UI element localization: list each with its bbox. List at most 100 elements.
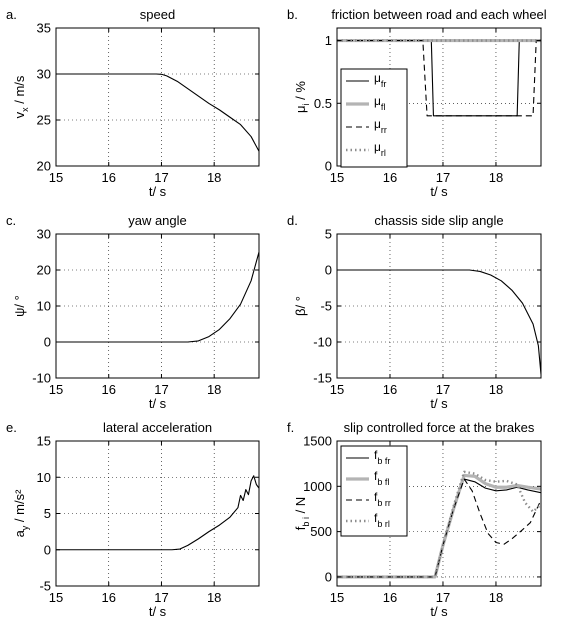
y-tick-label: 5 bbox=[325, 227, 332, 242]
x-axis-label: t/ s bbox=[149, 396, 167, 411]
x-tick-label: 16 bbox=[101, 590, 115, 605]
chart-title: yaw angle bbox=[128, 213, 187, 228]
x-tick-label: 18 bbox=[489, 590, 503, 605]
series-line-b-rl bbox=[337, 470, 541, 579]
x-tick-label: 16 bbox=[383, 170, 397, 185]
y-axis-label-rest: / m/s bbox=[12, 75, 27, 107]
legend-entry: μfr bbox=[374, 71, 386, 89]
x-tick-label: 17 bbox=[436, 382, 450, 397]
series-line-0 bbox=[56, 73, 259, 152]
y-axis-label-sub: b i bbox=[301, 517, 311, 527]
legend-entry-main: f bbox=[374, 490, 378, 504]
series-line-0 bbox=[56, 475, 259, 551]
y-tick-label: -10 bbox=[32, 371, 51, 386]
x-tick-label: 16 bbox=[383, 590, 397, 605]
panel-d: 15 16 17 18 -15 -10 -5 0 5 d. chassis side slip an… bbox=[287, 213, 542, 411]
y-tick-label: 5 bbox=[44, 506, 51, 521]
y-tick-label: 0 bbox=[325, 159, 332, 174]
x-tick-label: 18 bbox=[207, 382, 221, 397]
panel-letter: d. bbox=[287, 213, 298, 228]
y-axis-label-main: f bbox=[293, 526, 308, 530]
panel-letter: e. bbox=[6, 420, 17, 435]
panel-letter: c. bbox=[6, 213, 16, 228]
y-axis-label-main: β/ ° bbox=[293, 296, 308, 316]
y-axis-label-main: v bbox=[12, 111, 27, 118]
legend-entry: μfl bbox=[374, 94, 385, 112]
y-tick-label: 1 bbox=[325, 33, 332, 48]
legend-entry-main: f bbox=[374, 469, 378, 483]
x-tick-label: 17 bbox=[154, 170, 168, 185]
legend-entry-sub: b fl bbox=[377, 477, 389, 487]
y-axis-label: β/ ° bbox=[293, 296, 308, 316]
legend-entry-sub: b fr bbox=[377, 456, 390, 466]
x-tick-label: 15 bbox=[330, 590, 344, 605]
x-tick-label: 18 bbox=[207, 170, 221, 185]
legend-entry: fb fr bbox=[374, 448, 390, 466]
x-tick-label: 18 bbox=[207, 590, 221, 605]
y-tick-label: 15 bbox=[37, 434, 51, 449]
legend-entry-sub: b rr bbox=[377, 498, 391, 508]
y-tick-label: -5 bbox=[320, 299, 332, 314]
x-axis-label: t/ s bbox=[430, 184, 448, 199]
panel-letter: b. bbox=[287, 7, 298, 22]
legend-entry-sub: rl bbox=[381, 148, 386, 158]
y-axis-label: ay / m/s² bbox=[12, 489, 30, 538]
y-tick-label: 30 bbox=[37, 67, 51, 82]
legend-entry: fb rr bbox=[374, 490, 391, 508]
series-line-0 bbox=[337, 269, 541, 375]
y-tick-label: 10 bbox=[37, 299, 51, 314]
y-axis-label-rest: / m/s² bbox=[12, 489, 27, 526]
x-tick-label: 17 bbox=[154, 590, 168, 605]
y-axis-label-rest: / % bbox=[293, 81, 308, 104]
panel-letter: f. bbox=[287, 420, 294, 435]
y-tick-label: 1500 bbox=[303, 434, 332, 449]
x-tick-label: 15 bbox=[330, 382, 344, 397]
panel-a: 15 16 17 18 20 25 30 35 a. speed t/ s vx / m/s bbox=[6, 7, 260, 199]
x-tick-label: 18 bbox=[489, 382, 503, 397]
x-axis-label: t/ s bbox=[149, 184, 167, 199]
y-tick-label: 30 bbox=[37, 227, 51, 242]
legend-box bbox=[340, 68, 408, 168]
x-axis-label: t/ s bbox=[430, 604, 448, 619]
y-tick-label: 0 bbox=[325, 263, 332, 278]
panel-f: 15 16 17 18 0 500 1000 1500 f. slip controlled fo… bbox=[287, 420, 542, 619]
x-tick-label: 16 bbox=[383, 382, 397, 397]
plot-frame bbox=[336, 233, 542, 379]
x-tick-label: 17 bbox=[436, 590, 450, 605]
chart-title: lateral acceleration bbox=[103, 420, 212, 435]
x-tick-label: 15 bbox=[49, 382, 63, 397]
y-axis-label-rest: / N bbox=[293, 497, 308, 517]
y-tick-label: 0 bbox=[44, 335, 51, 350]
panel-c: 15 16 17 18 -10 0 10 20 30 c. yaw angle t/ s ψ/ ° bbox=[6, 213, 260, 411]
y-tick-label: -5 bbox=[39, 579, 51, 594]
panel-e: 15 16 17 18 -5 0 5 10 15 e. lateral acceleration t/… bbox=[6, 420, 260, 619]
y-axis-label-sub: x bbox=[20, 107, 30, 112]
x-tick-label: 15 bbox=[330, 170, 344, 185]
legend-entry-sub: rr bbox=[381, 125, 387, 135]
y-tick-label: 0 bbox=[44, 542, 51, 557]
y-axis-label-sub: y bbox=[20, 525, 30, 530]
y-axis-label: ψ/ ° bbox=[12, 295, 27, 317]
series-line-0 bbox=[56, 251, 259, 343]
x-tick-label: 16 bbox=[101, 170, 115, 185]
panel-b: 15 16 17 18 0 0.5 1 b. friction between road and… bbox=[287, 7, 547, 199]
y-axis-label-main: a bbox=[12, 529, 27, 537]
legend-entry-main: f bbox=[374, 511, 378, 525]
chart-title: speed bbox=[140, 7, 175, 22]
legend-entry-main: μ bbox=[374, 71, 381, 85]
legend-entry-main: μ bbox=[374, 140, 381, 154]
x-axis-label: t/ s bbox=[430, 396, 448, 411]
plot-frame bbox=[55, 27, 260, 167]
y-axis-label-main: ψ/ ° bbox=[12, 295, 27, 317]
y-tick-label: 0 bbox=[325, 569, 332, 584]
legend-entry-sub: fl bbox=[381, 102, 386, 112]
series-line-b-rr bbox=[337, 478, 541, 578]
x-axis-label: t/ s bbox=[149, 604, 167, 619]
x-tick-label: 17 bbox=[154, 382, 168, 397]
x-tick-label: 15 bbox=[49, 170, 63, 185]
x-tick-label: 16 bbox=[101, 382, 115, 397]
y-tick-label: 25 bbox=[37, 113, 51, 128]
